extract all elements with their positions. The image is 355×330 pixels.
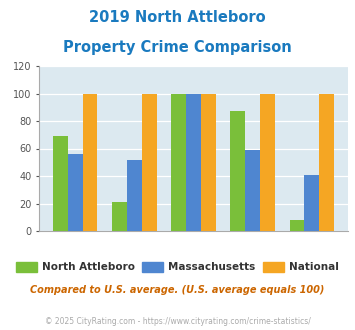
Text: 2019 North Attleboro: 2019 North Attleboro: [89, 10, 266, 25]
Bar: [201, 93, 215, 231]
Bar: [127, 159, 142, 231]
Text: © 2025 CityRating.com - https://www.cityrating.com/crime-statistics/: © 2025 CityRating.com - https://www.city…: [45, 317, 310, 326]
Bar: [304, 175, 319, 231]
Bar: [171, 93, 186, 231]
Bar: [230, 112, 245, 231]
Bar: [245, 150, 260, 231]
Text: Compared to U.S. average. (U.S. average equals 100): Compared to U.S. average. (U.S. average …: [30, 285, 325, 295]
Bar: [260, 93, 275, 231]
Bar: [142, 93, 157, 231]
Bar: [83, 93, 97, 231]
Bar: [112, 202, 127, 231]
Bar: [68, 154, 83, 231]
Bar: [319, 93, 334, 231]
Bar: [186, 93, 201, 231]
Legend: North Attleboro, Massachusetts, National: North Attleboro, Massachusetts, National: [12, 258, 343, 277]
Text: Property Crime Comparison: Property Crime Comparison: [63, 40, 292, 54]
Bar: [53, 136, 68, 231]
Bar: [290, 220, 304, 231]
